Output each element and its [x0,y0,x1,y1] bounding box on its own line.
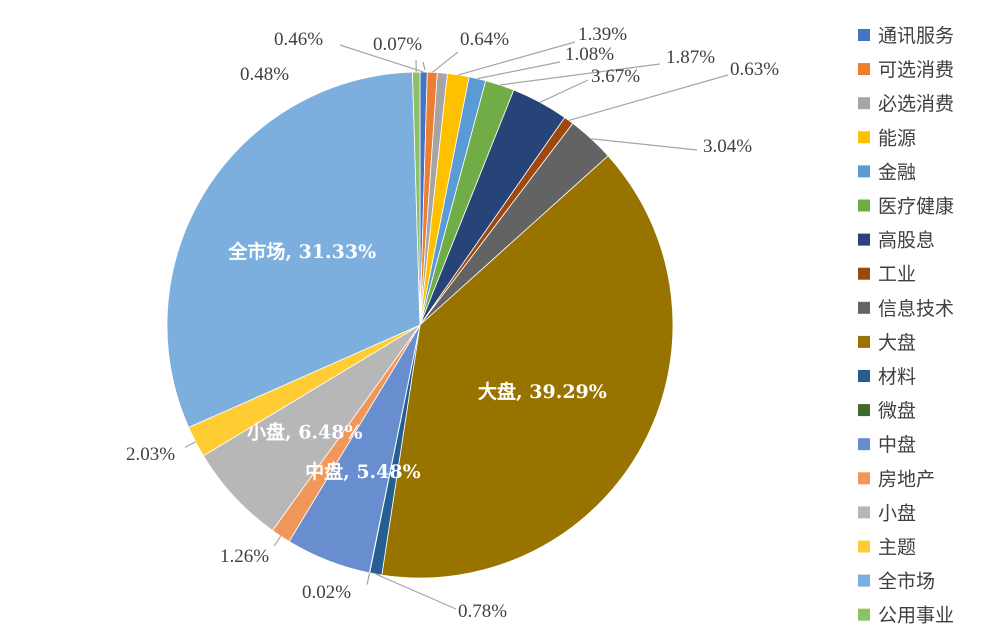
slice-label: 1.87% [666,47,715,68]
legend-item: 必选消费 [858,93,954,115]
legend-item: 通讯服务 [858,25,954,47]
legend-swatch [858,63,870,76]
legend-label: 主题 [878,537,916,559]
leader-line [184,441,196,448]
legend-label: 信息技术 [878,298,954,320]
slice-17 [412,71,421,326]
legend-item: 主题 [858,537,916,559]
leader-line [568,74,729,121]
legend-label: 金融 [878,161,916,183]
legend-item: 能源 [858,127,916,149]
slice-label: 0.63% [730,59,779,80]
legend-label: 全市场 [878,571,935,593]
legend-label: 可选消费 [878,59,954,81]
legend-label: 小盘 [878,502,916,524]
legend-item: 金融 [858,161,916,183]
legend-swatch [858,472,870,485]
legend-label: 医疗健康 [878,196,954,218]
slice-label: 0.48% [240,64,289,85]
legend-item: 信息技术 [858,298,954,320]
slice-label: 0.64% [460,29,509,50]
legend-swatch [858,233,870,246]
slice-label: 3.04% [703,136,752,157]
leader-lines [184,41,729,610]
slice-label: 0.02% [302,582,351,603]
extra-label: 0.07% [373,34,422,55]
legend-swatch [858,131,870,144]
leader-line [499,63,661,86]
legend-item: 材料 [858,366,916,388]
legend-item: 可选消费 [858,59,954,81]
slice-label: 2.03% [126,444,175,465]
slice-labels: 0.46% 0.64% 1.39%1.08% 1.87% 3.67% 0.63% 3.04%… [126,24,779,622]
slice-16 [166,71,421,428]
legend-item: 房地产 [858,468,935,490]
legend-label: 公用事业 [878,605,954,627]
legend-label: 高股息 [878,230,935,252]
legend-swatch [858,267,870,280]
leader-line [477,61,561,80]
legend-swatch [858,404,870,417]
legend-item: 微盘 [858,400,916,422]
legend-swatch [858,540,870,553]
slice-label: 3.67% [591,66,640,87]
pie-slices [166,71,674,579]
legend-swatch [858,335,870,348]
legend-swatch [858,199,870,212]
slice-label: 1.26% [220,546,269,567]
slice-label: 0.78% [458,601,507,622]
legend-swatch [858,506,870,519]
legend-swatch [858,438,870,451]
legend-item: 公用事业 [858,605,954,627]
legend-label: 必选消费 [878,93,954,115]
legend-item: 工业 [858,264,916,286]
legend-item: 中盘 [858,434,916,456]
leader-line [366,572,371,585]
legend-item: 全市场 [858,571,935,593]
leader-line [339,44,424,73]
slice-9 [381,155,674,579]
legend-label: 通讯服务 [878,25,954,47]
legend-label: 工业 [878,264,916,286]
legend-item: 大盘 [858,332,916,354]
legend-item: 小盘 [858,502,916,524]
legend-swatch [858,574,870,587]
slice-label: 小盘, 6.48% [247,420,363,443]
legend-label: 大盘 [878,332,916,354]
legend-label: 材料 [878,366,916,388]
leader-line [273,535,282,547]
legend-swatch [858,97,870,110]
legend-label: 能源 [878,127,916,149]
legend-label: 微盘 [878,400,916,422]
slice-label: 全市场, 31.33% [227,240,376,263]
legend-swatch [858,608,870,621]
legend-swatch [858,165,870,178]
legend-swatch [858,301,870,314]
leader-line [539,79,589,103]
legend-item: 高股息 [858,230,935,252]
slice-label: 1.08% [565,44,614,65]
slice-label: 0.46% [274,29,323,50]
leader-line [422,61,426,71]
leader-line [375,573,457,610]
leader-line [591,138,698,151]
slice-label: 中盘, 5.48% [305,460,421,483]
leader-line [431,51,459,73]
legend-swatch [858,29,870,41]
legend-label: 中盘 [878,434,916,456]
legend: 通讯服务可选消费必选消费能源金融医疗健康高股息工业信息技术大盘材料微盘中盘房地产… [858,25,954,627]
legend-swatch [858,370,870,382]
slice-label: 1.39% [578,24,627,45]
leader-line [458,41,576,76]
slice-label: 大盘, 39.29% [478,380,607,403]
legend-item: 医疗健康 [858,196,954,218]
legend-label: 房地产 [878,468,935,490]
